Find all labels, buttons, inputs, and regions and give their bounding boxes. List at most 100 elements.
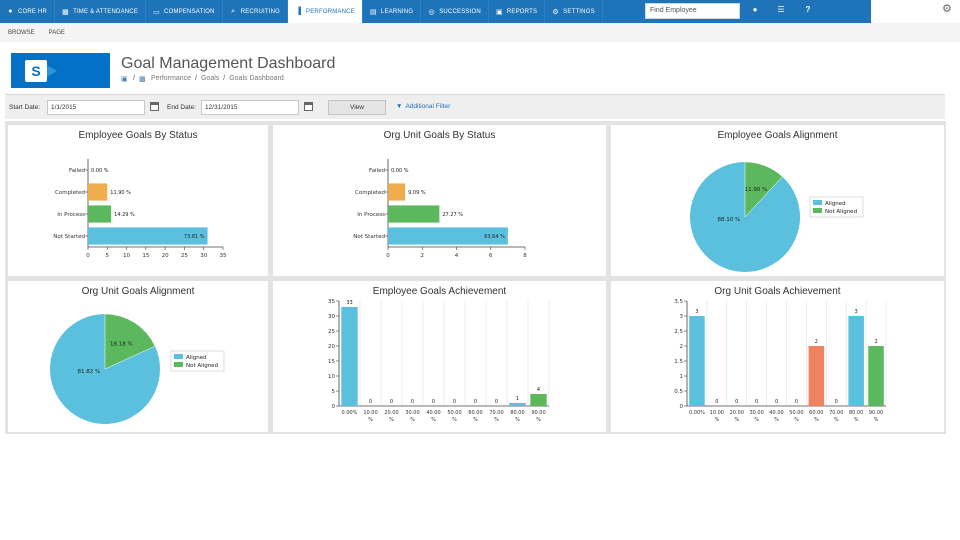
view-button[interactable]: View [328,100,386,115]
start-date-input[interactable]: 1/1/2015 [47,100,145,115]
x-tick-label: 50.00 [789,410,803,416]
nav-tab-label: CORE HR [18,8,48,15]
nav-tab-time-attendance[interactable]: ▦ TIME & ATTENDANCE [55,0,147,23]
page-title: Goal Management Dashboard [121,55,336,72]
bar-value-label: 0 [795,399,798,405]
legend-swatch [813,200,822,205]
ribbon-browse-tab[interactable]: BROWSE [8,29,35,36]
list-icon[interactable]: ☰ [777,5,785,14]
breadcrumb-separator: / [223,75,226,82]
panel-title: Employee Goals By Status [78,130,198,141]
breadcrumb-goals-dashboard[interactable]: Goals Dashboard [229,75,284,82]
calendar-icon: ▦ [62,8,69,16]
help-icon[interactable]: ? [805,5,811,14]
x-tick-label: 25 [181,253,188,259]
x-tick-label: 70.00 [829,410,843,416]
bar [341,307,358,406]
pie-slice-label: 81.82 % [78,369,101,375]
x-tick-label: 0 [86,253,90,259]
x-tick-label: 0 [386,253,390,259]
category-label: Not Started [353,234,385,240]
category-label: Failed [369,168,385,174]
nav-tab-settings[interactable]: ⚙ SETTINGS [545,0,603,23]
category-label: Not Started [53,234,85,240]
y-tick-label: 10 [328,374,335,380]
pie-slice-label: 88.10 % [718,217,741,223]
x-tick-label: 80.00 [849,410,863,416]
pie-slice-not-aligned [744,161,783,218]
x-tick-label: % [473,417,478,423]
start-calendar-icon[interactable] [150,102,159,111]
nav-tab-learning[interactable]: ▤ LEARNING [363,0,422,23]
user-icon[interactable]: ● [752,5,758,14]
y-tick-label: 1.5 [674,359,683,365]
bar [88,227,208,245]
bar-value-label: 0 [775,399,778,405]
x-tick-label: % [515,417,520,423]
panel-title: Org Unit Goals Alignment [81,286,195,297]
legend-box [170,350,225,372]
search-icon: ⌕ [231,7,236,15]
nav-tab-performance[interactable]: ▐ PERFORMANCE [288,0,363,23]
y-tick-label: 25 [328,329,335,335]
nav-tab-label: SETTINGS [563,8,595,15]
legend-swatch [813,208,822,213]
bar [530,394,547,406]
x-tick-label: 15 [142,253,149,259]
bar-value-label: 9.09 % [408,190,426,196]
x-tick-label: % [368,417,373,423]
breadcrumb-goals[interactable]: Goals [200,75,220,82]
bar [88,205,112,223]
pie-slice-label: 18.18 % [110,342,133,348]
category-label: In Process [57,212,85,218]
nav-tab-label: REPORTS [506,8,538,15]
nav-tab-reports[interactable]: ▣ REPORTS [489,0,546,23]
bar-value-label: 2 [815,339,818,345]
additional-filter-link[interactable]: ▼ Additional Filter [396,103,450,110]
sharepoint-logo[interactable]: S [11,53,110,88]
x-tick-label: % [410,417,415,423]
find-employee-input[interactable]: Find Employee [645,3,740,19]
legend-label: Aligned [825,201,846,207]
end-calendar-icon[interactable] [304,102,313,111]
bar-value-label: 3 [695,309,698,315]
nav-tab-succession[interactable]: ◎ SUCCESSION [421,0,489,23]
breadcrumb-performance[interactable]: Performance [150,75,192,82]
bar-value-label: 0.00 % [91,168,109,174]
x-tick-label: 0.00% [689,410,705,416]
x-tick-label: 10.00 [710,410,724,416]
end-date-label: End Date: [167,104,196,111]
ribbon-page-tab[interactable]: PAGE [48,29,65,36]
bar-value-label: 63.64 % [484,234,505,240]
monitor-icon[interactable]: ▣ [121,76,128,83]
legend-label: Aligned [186,355,207,361]
y-tick-label: 0 [680,404,684,410]
x-tick-label: 60.00 [468,410,482,416]
x-tick-label: % [874,417,879,423]
org-status-bar-chart: 0 2 4 6 8 Failed 0.00 % Completed 9.09 % In Proce… [353,159,527,259]
nav-tab-core-hr[interactable]: ● CORE HR [0,0,56,23]
filter-bar: Start Date: 1/1/2015 End Date: 12/31/201… [5,94,945,119]
x-tick-label: 60.00 [809,410,823,416]
nav-tab-recruiting[interactable]: ⌕ RECRUITING [223,0,289,23]
top-nav: ● CORE HR ▦ TIME & ATTENDANCE ▭ COMPENSATION ⌕… [0,0,871,23]
nav-tab-compensation[interactable]: ▭ COMPENSATION [146,0,223,23]
end-date-input[interactable]: 12/31/2015 [201,100,299,115]
bar-value-label: 4 [537,387,540,393]
x-tick-label: 90.00 [869,410,883,416]
panel-employee-goals-by-status: Employee Goals By Status 0 5 10 15 20 25 30 35 F… [8,125,268,276]
x-tick-label: % [834,417,839,423]
org-alignment-pie-chart: 18.18 % 81.82 % Aligned Not Aligned [49,313,225,424]
x-tick-label: % [452,417,457,423]
x-tick-label: 8 [523,253,527,259]
start-date-label: Start Date: [9,104,41,111]
bar [88,183,108,201]
x-tick-label: 40.00 [769,410,783,416]
report-icon: ▣ [495,8,503,16]
x-tick-label: 30.00 [405,410,419,416]
bar-value-label: 2 [874,339,877,345]
panel-title: Employee Goals Achievement [372,286,507,297]
settings-gear-icon[interactable]: ⚙ [942,3,952,15]
x-tick-label: 0.00% [342,410,358,416]
